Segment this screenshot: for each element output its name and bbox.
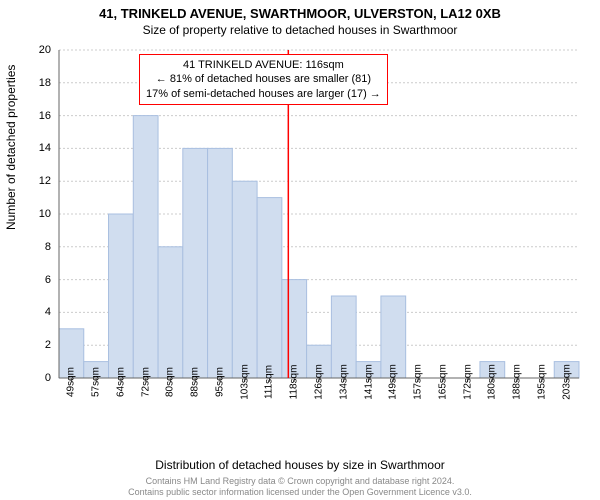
y-axis-label: Number of detached properties [4, 65, 18, 230]
y-tick-label: 20 [39, 44, 51, 56]
x-tick-label: 111sqm [264, 365, 275, 399]
x-tick-label: 57sqm [91, 367, 102, 397]
annotation-line3: 17% of semi-detached houses are larger (… [146, 87, 381, 101]
x-tick-label: 126sqm [314, 364, 325, 400]
x-tick-label: 188sqm [512, 364, 523, 400]
x-tick-label: 103sqm [239, 364, 250, 400]
y-tick-label: 4 [45, 306, 51, 318]
x-tick-label: 203sqm [561, 364, 572, 400]
x-tick-label: 80sqm [165, 367, 176, 397]
x-tick-label: 157sqm [413, 364, 424, 400]
x-tick-label: 180sqm [487, 364, 498, 400]
x-tick-label: 72sqm [140, 367, 151, 397]
x-tick-label: 195sqm [536, 364, 547, 400]
chart-title: 41, TRINKELD AVENUE, SWARTHMOOR, ULVERST… [0, 0, 600, 21]
x-tick-label: 134sqm [338, 364, 349, 400]
y-tick-label: 16 [39, 110, 51, 122]
y-tick-label: 8 [45, 241, 51, 253]
x-tick-label: 165sqm [437, 364, 448, 400]
annotation-line1: 41 TRINKELD AVENUE: 116sqm [146, 58, 381, 72]
annotation-line2: ← 81% of detached houses are smaller (81… [146, 72, 381, 86]
x-tick-label: 88sqm [190, 367, 201, 397]
chart-container: 41, TRINKELD AVENUE, SWARTHMOOR, ULVERST… [0, 0, 600, 500]
y-tick-label: 12 [39, 175, 51, 187]
plot-area: 02468101214161820 49sqm57sqm64sqm72sqm80… [55, 44, 585, 424]
annotation-box: 41 TRINKELD AVENUE: 116sqm ← 81% of deta… [139, 54, 388, 105]
footer-line1: Contains HM Land Registry data © Crown c… [0, 476, 600, 487]
x-tick-label: 172sqm [462, 364, 473, 400]
x-tick-label: 95sqm [214, 367, 225, 397]
y-tick-label: 18 [39, 77, 51, 89]
footer-line2: Contains public sector information licen… [0, 487, 600, 498]
x-tick-label: 118sqm [289, 365, 300, 400]
x-tick-label: 141sqm [363, 364, 374, 400]
x-tick-label: 49sqm [66, 367, 77, 397]
chart-subtitle: Size of property relative to detached ho… [0, 21, 600, 37]
x-tick-label: 149sqm [388, 364, 399, 400]
y-tick-label: 2 [45, 339, 51, 351]
x-tick-label: 64sqm [115, 367, 126, 397]
footer-credits: Contains HM Land Registry data © Crown c… [0, 476, 600, 498]
x-axis-label: Distribution of detached houses by size … [0, 458, 600, 472]
y-tick-label: 14 [39, 142, 51, 154]
y-tick-label: 10 [39, 208, 51, 220]
y-tick-label: 6 [45, 274, 51, 286]
y-tick-label: 0 [45, 372, 51, 384]
